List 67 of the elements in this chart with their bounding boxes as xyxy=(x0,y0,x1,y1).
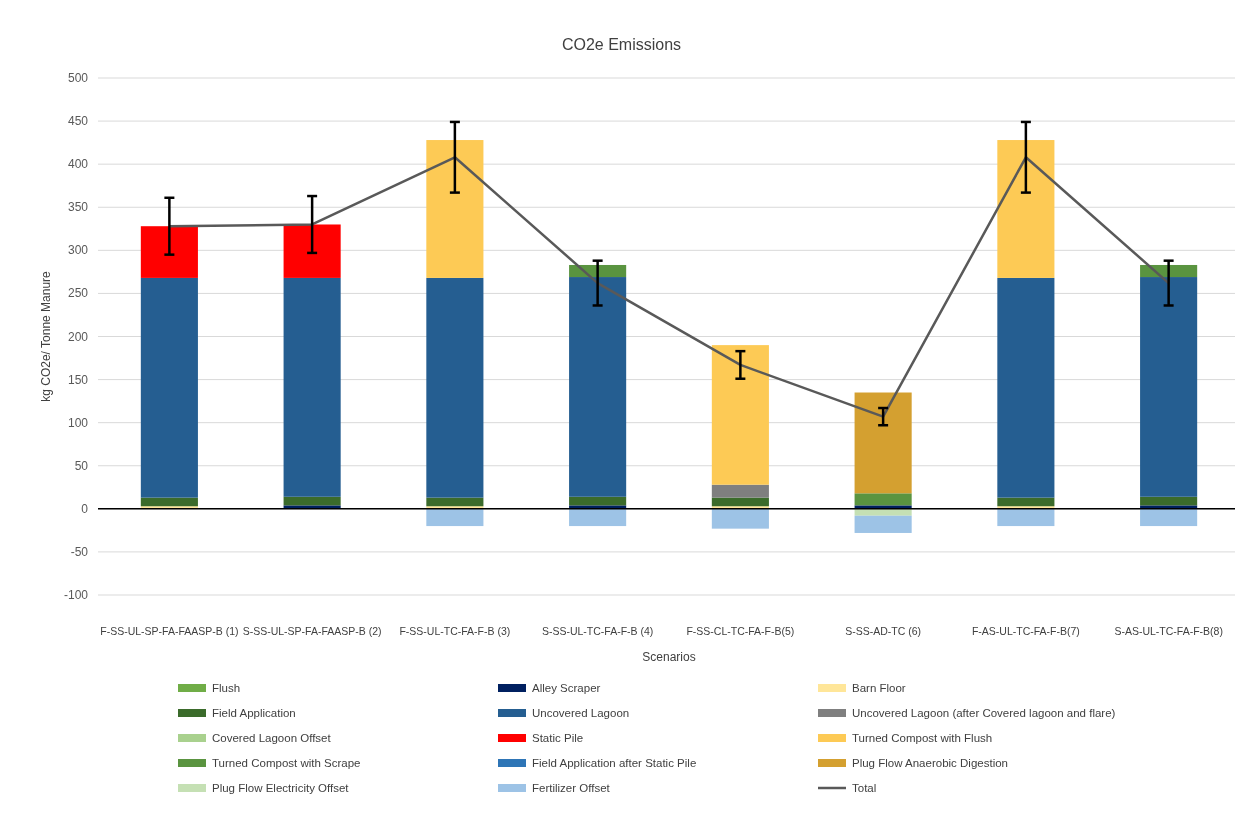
bar xyxy=(711,484,769,498)
legend-label: Alley Scraper xyxy=(532,682,601,694)
y-tick-label: 0 xyxy=(81,501,89,516)
chart-title: CO2e Emissions xyxy=(561,36,682,53)
bar xyxy=(426,277,484,498)
bar xyxy=(426,140,484,278)
y-tick-label: 150 xyxy=(67,372,89,387)
bar xyxy=(569,508,627,527)
legend-label: Uncovered Lagoon xyxy=(532,707,630,719)
y-tick-label: 250 xyxy=(67,286,89,301)
legend-label: Plug Flow Anaerobic Digestion xyxy=(852,757,1008,769)
bar xyxy=(140,277,198,498)
x-tick-label: F-SS-UL-SP-FA-FAASP-B (1) xyxy=(100,625,239,637)
bar xyxy=(283,224,341,278)
legend-label: Covered Lagoon Offset xyxy=(212,732,332,744)
y-tick-label: 450 xyxy=(67,114,89,129)
bar xyxy=(997,277,1055,498)
bar xyxy=(711,497,769,507)
y-tick-label: 50 xyxy=(74,458,89,473)
y-tick-label: 400 xyxy=(67,157,89,172)
y-tick-label: -50 xyxy=(70,544,89,559)
legend-label: Uncovered Lagoon (after Covered lagoon and flare) xyxy=(852,707,1116,719)
bar xyxy=(854,515,912,533)
legend-label: Static Pile xyxy=(532,732,584,744)
bar xyxy=(426,508,484,527)
bar xyxy=(854,493,912,506)
y-tick-label: 350 xyxy=(67,200,89,215)
bar xyxy=(283,277,341,497)
y-axis-title: kg CO2e/ Tonne Manure xyxy=(39,270,53,402)
bar xyxy=(997,508,1055,527)
legend-label: Barn Floor xyxy=(852,682,906,694)
y-tick-label: 200 xyxy=(67,329,89,344)
y-tick-label: -100 xyxy=(63,588,89,602)
y-tick-label: 300 xyxy=(67,243,89,258)
line-series xyxy=(168,156,1170,418)
legend-label: Field Application after Static Pile xyxy=(532,757,697,769)
legend-label: Total xyxy=(852,782,877,794)
legend-label: Turned Compost with Scrape xyxy=(212,757,361,769)
bar xyxy=(711,508,769,529)
legend-label: Plug Flow Electricity Offset xyxy=(212,782,350,794)
bar xyxy=(283,496,341,506)
bar xyxy=(997,497,1055,507)
bar xyxy=(997,140,1055,278)
x-tick-label: F-SS-CL-TC-FA-F-B(5) xyxy=(686,625,795,637)
x-tick-label: F-SS-UL-TC-FA-F-B (3) xyxy=(399,625,511,637)
legend-label: Field Application xyxy=(212,707,296,719)
x-axis-title: Scenarios xyxy=(642,650,696,664)
bar xyxy=(140,497,198,507)
x-tick-label: S-SS-AD-TC (6) xyxy=(845,625,922,637)
bar xyxy=(1140,508,1198,527)
x-tick-label: S-SS-UL-TC-FA-F-B (4) xyxy=(541,625,654,637)
y-tick-label: 500 xyxy=(67,71,89,85)
bar xyxy=(854,392,912,494)
bar xyxy=(140,226,198,278)
legend-label: Turned Compost with Flush xyxy=(852,732,993,744)
legend-label: Fertilizer Offset xyxy=(532,782,611,794)
bar xyxy=(711,345,769,485)
bar xyxy=(1140,496,1198,506)
x-tick-label: S-AS-UL-TC-FA-F-B(8) xyxy=(1114,625,1223,637)
bar xyxy=(569,277,627,497)
x-tick-label: S-SS-UL-SP-FA-FAASP-B (2) xyxy=(242,625,382,637)
bar xyxy=(1140,277,1198,497)
bar xyxy=(569,496,627,506)
x-tick-label: F-AS-UL-TC-FA-F-B(7) xyxy=(971,625,1080,637)
bar xyxy=(426,497,484,507)
legend-label: Flush xyxy=(212,682,241,694)
y-tick-label: 100 xyxy=(67,415,89,430)
